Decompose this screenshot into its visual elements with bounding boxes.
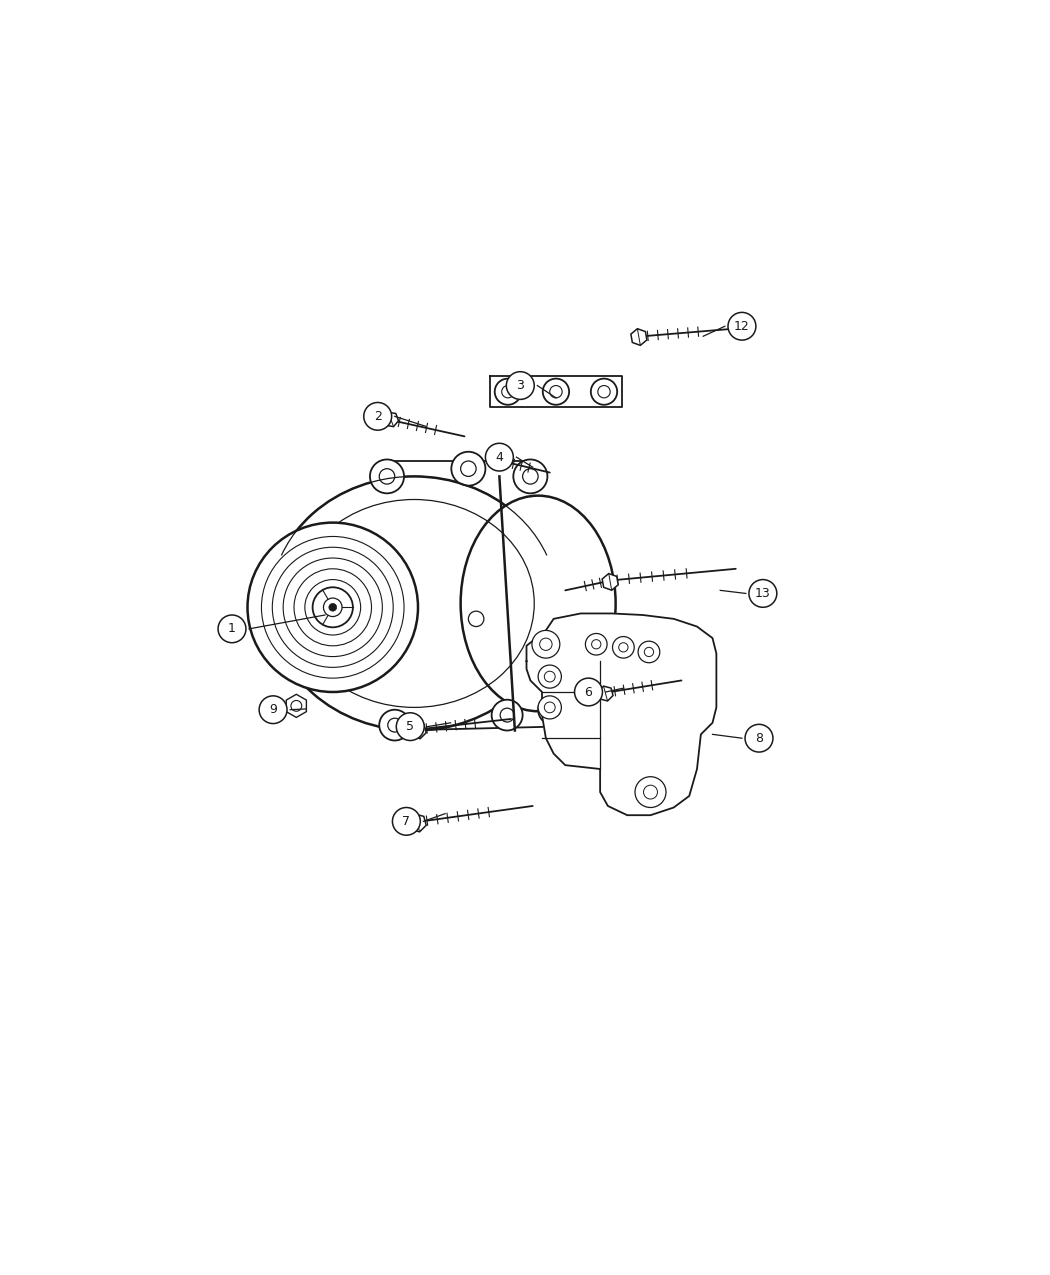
Text: 7: 7 — [402, 815, 411, 827]
Text: 3: 3 — [517, 379, 524, 391]
Circle shape — [393, 807, 420, 835]
Text: 6: 6 — [585, 686, 592, 699]
Circle shape — [532, 630, 560, 658]
Circle shape — [612, 636, 634, 658]
Circle shape — [574, 678, 603, 706]
Text: 13: 13 — [755, 586, 771, 601]
Circle shape — [396, 713, 424, 741]
Polygon shape — [603, 574, 618, 590]
Circle shape — [638, 641, 659, 663]
Circle shape — [586, 634, 607, 655]
Circle shape — [379, 710, 411, 741]
Circle shape — [635, 776, 666, 807]
Polygon shape — [598, 686, 613, 701]
Text: 12: 12 — [734, 320, 750, 333]
Circle shape — [538, 666, 562, 689]
Ellipse shape — [461, 496, 615, 711]
Polygon shape — [383, 412, 399, 427]
Circle shape — [495, 379, 521, 404]
Text: 2: 2 — [374, 409, 381, 423]
Circle shape — [363, 403, 392, 430]
Polygon shape — [287, 695, 307, 718]
Circle shape — [248, 523, 418, 692]
Circle shape — [491, 700, 523, 731]
Ellipse shape — [271, 477, 558, 731]
Polygon shape — [526, 613, 716, 815]
Circle shape — [538, 696, 562, 719]
Circle shape — [370, 459, 404, 493]
Polygon shape — [410, 723, 426, 738]
Circle shape — [452, 451, 485, 486]
Polygon shape — [408, 813, 426, 831]
Circle shape — [746, 724, 773, 752]
Circle shape — [591, 379, 617, 404]
Circle shape — [728, 312, 756, 340]
Text: 8: 8 — [755, 732, 763, 745]
Polygon shape — [490, 376, 622, 407]
Text: 5: 5 — [406, 720, 415, 733]
Circle shape — [313, 588, 353, 627]
Circle shape — [506, 372, 534, 399]
Circle shape — [259, 696, 287, 724]
Circle shape — [538, 695, 569, 725]
Text: 1: 1 — [228, 622, 236, 635]
Polygon shape — [631, 329, 647, 346]
Circle shape — [468, 611, 484, 626]
Text: 9: 9 — [269, 704, 277, 717]
Circle shape — [513, 459, 547, 493]
Circle shape — [543, 379, 569, 404]
Circle shape — [749, 580, 777, 607]
Polygon shape — [491, 453, 505, 465]
Circle shape — [485, 444, 513, 470]
Circle shape — [329, 603, 337, 611]
Text: 4: 4 — [496, 450, 503, 464]
Circle shape — [218, 615, 246, 643]
